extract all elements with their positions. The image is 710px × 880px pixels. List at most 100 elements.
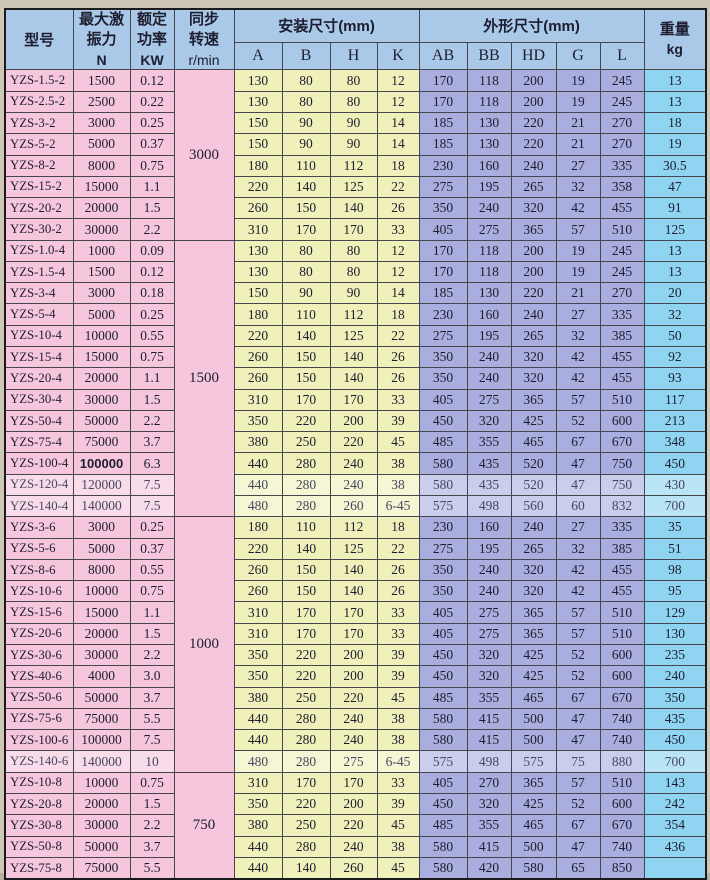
cell-L: 740 xyxy=(599,835,645,858)
cell-G: 19 xyxy=(555,260,601,284)
cell-L: 245 xyxy=(599,260,645,284)
cell-power: 0.75 xyxy=(129,580,175,603)
cell-power: 0.37 xyxy=(129,537,175,560)
table-row: YZS-5-4 5000 0.25 180 110 112 18 230 160 240 27 335… xyxy=(4,303,707,326)
cell-A: 220 xyxy=(233,324,283,348)
table-row: YZS-8-2 8000 0.75 180 110 112 18 230 160 240 27 335… xyxy=(4,154,707,177)
header-model: 型号 xyxy=(4,8,74,71)
cell-H: 112 xyxy=(329,154,378,177)
cell-H: 140 xyxy=(329,197,378,220)
cell-K: 22 xyxy=(376,537,420,560)
cell-model: YZS-10-4 xyxy=(4,324,74,348)
cell-A: 440 xyxy=(233,856,283,880)
cell-rpm: 1500 xyxy=(173,239,235,518)
cell-K: 12 xyxy=(376,239,420,262)
cell-A: 220 xyxy=(233,175,283,199)
cell-K: 12 xyxy=(376,69,420,92)
cell-weight: 450 xyxy=(643,452,707,475)
cell-HD: 320 xyxy=(510,346,557,369)
cell-A: 260 xyxy=(233,367,283,390)
cell-BB: 195 xyxy=(466,175,512,199)
table-row: YZS-140-4 140000 7.5 480 280 260 6-45 575 498 560… xyxy=(4,495,707,518)
table-row: YZS-3-4 3000 0.18 150 90 90 14 185 130 220 21 270 20 xyxy=(4,282,707,305)
cell-HD: 200 xyxy=(510,260,557,284)
cell-BB: 240 xyxy=(466,346,512,369)
cell-H: 240 xyxy=(329,835,378,858)
cell-B: 140 xyxy=(281,537,331,560)
cell-model: YZS-30-4 xyxy=(4,388,74,411)
cell-weight: 436 xyxy=(643,835,707,858)
cell-force: 20000 xyxy=(72,792,131,816)
cell-force: 120000 xyxy=(72,473,131,497)
cell-L: 600 xyxy=(599,792,645,816)
header-speed-line1: 同步 xyxy=(188,11,219,28)
cell-H: 260 xyxy=(329,495,378,518)
cell-HD: 240 xyxy=(510,303,557,326)
cell-B: 90 xyxy=(281,282,331,305)
cell-force: 10000 xyxy=(72,324,131,348)
cell-AB: 580 xyxy=(418,729,468,752)
cell-AB: 575 xyxy=(418,750,468,773)
cell-K: 12 xyxy=(376,260,420,284)
cell-force: 8000 xyxy=(72,154,131,177)
cell-L: 245 xyxy=(599,90,645,113)
cell-force: 10000 xyxy=(72,580,131,603)
header-col-A: A xyxy=(233,41,283,71)
cell-model: YZS-5-2 xyxy=(4,133,74,156)
cell-HD: 320 xyxy=(510,197,557,220)
cell-A: 260 xyxy=(233,558,283,582)
cell-power: 5.5 xyxy=(129,707,175,731)
cell-L: 510 xyxy=(599,218,645,241)
cell-G: 32 xyxy=(555,537,601,560)
cell-G: 47 xyxy=(555,835,601,858)
cell-G: 47 xyxy=(555,452,601,475)
cell-B: 280 xyxy=(281,452,331,475)
cell-K: 45 xyxy=(376,856,420,880)
table-header: 型号 最大激 振力 N 额定 功率 KW 同步 转速 r/min 安装尺寸(mm… xyxy=(4,8,707,71)
cell-weight: 35 xyxy=(643,516,707,539)
cell-BB: 118 xyxy=(466,239,512,262)
table-row: YZS-2.5-2 2500 0.22 130 80 80 12 170 118 200 19 245… xyxy=(4,90,707,113)
cell-B: 220 xyxy=(281,409,331,433)
cell-L: 750 xyxy=(599,473,645,497)
cell-K: 39 xyxy=(376,409,420,433)
header-speed-unit: r/min xyxy=(188,51,220,68)
cell-G: 21 xyxy=(555,133,601,156)
cell-weight: 350 xyxy=(643,686,707,709)
cell-K: 26 xyxy=(376,367,420,390)
cell-G: 27 xyxy=(555,154,601,177)
cell-HD: 575 xyxy=(510,750,557,773)
cell-G: 57 xyxy=(555,601,601,624)
cell-B: 140 xyxy=(281,175,331,199)
cell-B: 150 xyxy=(281,197,331,220)
cell-power: 0.25 xyxy=(129,303,175,326)
cell-A: 380 xyxy=(233,431,283,454)
cell-model: YZS-50-8 xyxy=(4,835,74,858)
cell-AB: 350 xyxy=(418,367,468,390)
cell-weight: 18 xyxy=(643,111,707,135)
cell-K: 22 xyxy=(376,324,420,348)
cell-B: 80 xyxy=(281,90,331,113)
cell-G: 57 xyxy=(555,771,601,794)
cell-G: 42 xyxy=(555,197,601,220)
cell-BB: 355 xyxy=(466,686,512,709)
cell-force: 20000 xyxy=(72,197,131,220)
cell-force: 20000 xyxy=(72,367,131,390)
cell-AB: 350 xyxy=(418,558,468,582)
cell-AB: 185 xyxy=(418,133,468,156)
cell-H: 140 xyxy=(329,580,378,603)
cell-HD: 320 xyxy=(510,367,557,390)
cell-weight: 30.5 xyxy=(643,154,707,177)
cell-L: 455 xyxy=(599,558,645,582)
table-row: YZS-75-6 75000 5.5 440 280 240 38 580 415 500 47 74… xyxy=(4,707,707,731)
cell-AB: 170 xyxy=(418,90,468,113)
cell-weight: 51 xyxy=(643,537,707,560)
header-max-force: 最大激 振力 N xyxy=(72,8,131,71)
cell-H: 80 xyxy=(329,260,378,284)
cell-G: 27 xyxy=(555,516,601,539)
cell-power: 3.7 xyxy=(129,686,175,709)
cell-force: 15000 xyxy=(72,601,131,624)
cell-H: 170 xyxy=(329,388,378,411)
cell-K: 33 xyxy=(376,622,420,645)
cell-AB: 230 xyxy=(418,154,468,177)
